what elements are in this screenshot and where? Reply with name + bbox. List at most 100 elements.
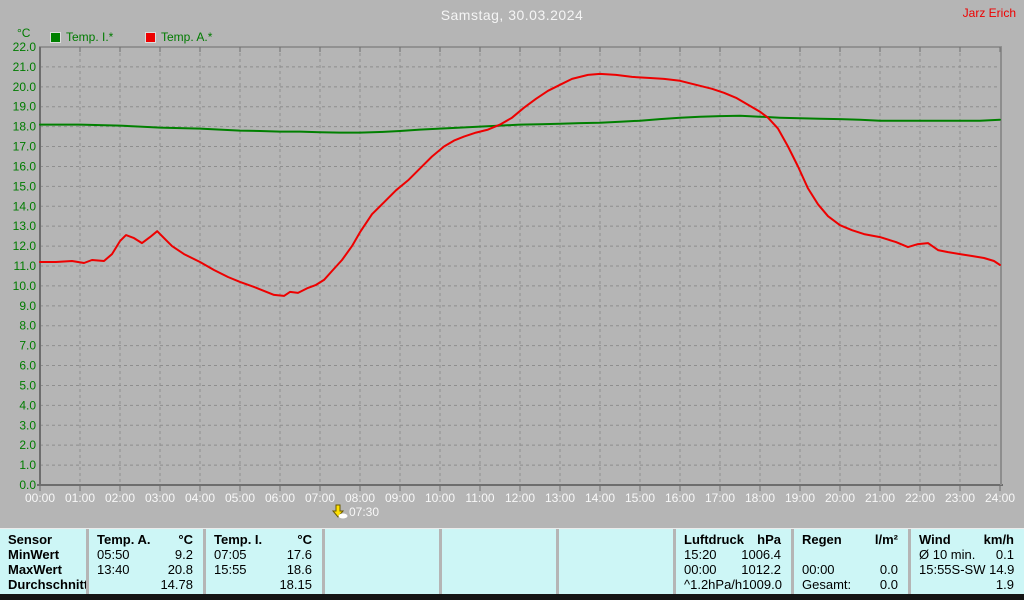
stats-cell: 00:00 0.0 — [794, 562, 908, 577]
stats-cell: Durchschnitt — [0, 577, 86, 592]
stats-cell-value: 14.78 — [160, 577, 193, 592]
x-tick-label: 16:00 — [665, 491, 695, 505]
stats-cell-value: 0.0 — [879, 577, 898, 592]
stats-cell-value: km/h — [983, 532, 1014, 547]
stats-cell — [559, 532, 673, 547]
y-tick-label: 17.0 — [13, 140, 37, 154]
stats-cell-value: l/m² — [874, 532, 898, 547]
stats-cell: 13:40 20.8 — [89, 562, 203, 577]
y-tick-label: 8.0 — [19, 319, 36, 333]
time-marker-cloud-icon — [338, 513, 348, 519]
y-tick-label: 15.0 — [13, 179, 37, 193]
stats-cell-label: Luftdruck — [684, 532, 744, 547]
x-tick-label: 08:00 — [345, 491, 375, 505]
stats-cell-label: 15:55 — [214, 562, 247, 577]
stats-cell-label: 00:00 — [684, 562, 717, 577]
x-tick-label: 07:00 — [305, 491, 335, 505]
y-tick-label: 18.0 — [13, 120, 37, 134]
stats-cell: Sensor — [0, 532, 86, 547]
stats-cell-label: 13:40 — [97, 562, 130, 577]
stats-cell-value: S-SW 14.9 — [951, 562, 1015, 577]
stats-cell-label: 07:05 — [214, 547, 247, 562]
stats-cell: Temp. A. °C — [89, 532, 203, 547]
x-tick-label: 12:00 — [505, 491, 535, 505]
stats-cell — [325, 547, 439, 562]
stats-cell-value: 17.6 — [286, 547, 312, 562]
stats-cell-label: Temp. A. — [97, 532, 151, 547]
x-tick-label: 05:00 — [225, 491, 255, 505]
legend-item-temp-a: Temp. A.* — [145, 30, 212, 44]
x-tick-label: 04:00 — [185, 491, 215, 505]
stats-cell-value: 0.1 — [995, 547, 1014, 562]
stats-col-8: Wind km/h Ø 10 min. 0.1 15:55 S-SW 14.9 1.9 — [911, 529, 1024, 594]
x-tick-label: 10:00 — [425, 491, 455, 505]
time-marker-label: 07:30 — [349, 505, 379, 519]
y-tick-label: 22.0 — [13, 40, 37, 54]
stats-cell: 15:20 1006.4 — [676, 547, 791, 562]
stats-cell — [442, 547, 556, 562]
stats-col-0: Sensor MinWert MaxWert Durchschnitt — [0, 529, 89, 594]
stats-cell-value: 1012.2 — [741, 562, 781, 577]
stats-cell-value: hPa — [757, 532, 781, 547]
y-tick-label: 16.0 — [13, 159, 37, 173]
stats-cell-value: 0.0 — [879, 562, 898, 577]
stats-col-7: Regen l/m² 00:00 0.0 Gesamt: 0.0 — [794, 529, 911, 594]
stats-cell — [442, 577, 556, 592]
stats-cell-value: 20.8 — [167, 562, 193, 577]
x-tick-label: 03:00 — [145, 491, 175, 505]
stats-cell-value: 1006.4 — [741, 547, 781, 562]
stats-cell: 05:50 9.2 — [89, 547, 203, 562]
stats-cell: Luftdruck hPa — [676, 532, 791, 547]
stats-cell-label: MaxWert — [8, 562, 62, 577]
x-tick-label: 06:00 — [265, 491, 295, 505]
x-tick-label: 21:00 — [865, 491, 895, 505]
stats-cell — [442, 562, 556, 577]
y-tick-label: 19.0 — [13, 100, 37, 114]
x-tick-label: 02:00 — [105, 491, 135, 505]
stats-cell: MinWert — [0, 547, 86, 562]
stats-col-3 — [325, 529, 442, 594]
y-tick-label: 1.0 — [19, 458, 36, 472]
stats-cell: Ø 10 min. 0.1 — [911, 547, 1024, 562]
stats-cell-label: Regen — [802, 532, 842, 547]
y-tick-label: 20.0 — [13, 80, 37, 94]
stats-cell-label: 15:20 — [684, 547, 717, 562]
y-tick-label: 10.0 — [13, 279, 37, 293]
y-tick-label: 0.0 — [19, 478, 36, 492]
bottom-strip — [0, 594, 1024, 600]
stats-cell-value: 18.15 — [279, 577, 312, 592]
stats-cell-value: °C — [178, 532, 193, 547]
y-tick-label: 21.0 — [13, 60, 37, 74]
stats-col-2: Temp. I. °C 07:05 17.6 15:55 18.6 18.15 — [206, 529, 325, 594]
y-tick-label: 11.0 — [14, 259, 37, 273]
stats-cell-label: 05:50 — [97, 547, 130, 562]
stats-cell — [794, 547, 908, 562]
y-tick-label: 9.0 — [19, 299, 36, 313]
stats-cell: Gesamt: 0.0 — [794, 577, 908, 592]
x-tick-label: 20:00 — [825, 491, 855, 505]
stats-cell: Wind km/h — [911, 532, 1024, 547]
y-tick-label: 6.0 — [19, 359, 36, 373]
x-tick-label: 24:00 — [985, 491, 1015, 505]
stats-cell-label: ^1.2hPa/h — [684, 577, 743, 592]
temp-i-swatch-icon — [50, 31, 61, 43]
stats-cell — [442, 532, 556, 547]
x-tick-label: 23:00 — [945, 491, 975, 505]
y-tick-label: 3.0 — [19, 418, 36, 432]
stats-col-1: Temp. A. °C 05:50 9.2 13:40 20.8 14.78 — [89, 529, 206, 594]
stats-cell: MaxWert — [0, 562, 86, 577]
stats-cell: 14.78 — [89, 577, 203, 592]
stats-cell — [325, 532, 439, 547]
stats-cell-label: Gesamt: — [802, 577, 852, 592]
stats-cell-label: Ø 10 min. — [919, 547, 976, 562]
stats-cell-label: 00:00 — [802, 562, 835, 577]
x-tick-label: 17:00 — [705, 491, 735, 505]
x-tick-label: 22:00 — [905, 491, 935, 505]
temp-a-swatch-icon — [145, 31, 156, 43]
statistics-table: Sensor MinWert MaxWert Durchschnitt Temp. A.… — [0, 528, 1024, 594]
stats-cell: 1.9 — [911, 577, 1024, 592]
y-tick-label: 2.0 — [19, 438, 36, 452]
stats-cell-value: 1.9 — [995, 577, 1014, 592]
stats-col-5 — [559, 529, 676, 594]
